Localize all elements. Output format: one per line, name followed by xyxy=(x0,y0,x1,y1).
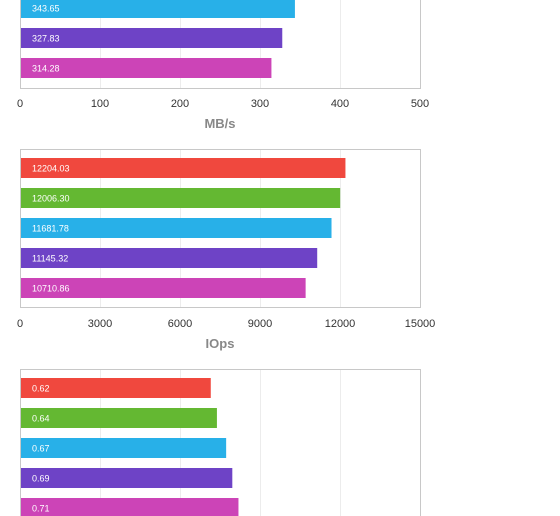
data-label: 327.83 xyxy=(32,34,60,44)
tick-label: 6000 xyxy=(168,318,192,330)
data-label: 12204.03 xyxy=(32,164,70,174)
tick-label: 12000 xyxy=(325,318,356,330)
tick-label: 500 xyxy=(411,98,429,110)
bar xyxy=(21,28,283,48)
tick-label: 300 xyxy=(251,98,269,110)
bar xyxy=(21,248,318,268)
tick-label: 9000 xyxy=(248,318,272,330)
chart-2: 12204.03 12006.30 11681.78 11145.32 10710.86… xyxy=(17,149,436,351)
tick-label: 15000 xyxy=(405,318,436,330)
tick-label: 200 xyxy=(171,98,189,110)
chart-1: 343.65 327.83 314.28 0 100 200 300 400 500 MB/s xyxy=(17,0,429,131)
chart-3: 0.62 0.64 0.67 0.69 0.71 xyxy=(20,369,421,516)
data-label: 11681.78 xyxy=(32,224,69,234)
bar xyxy=(21,438,227,458)
bar xyxy=(21,408,217,428)
x-axis-title: MB/s xyxy=(204,116,235,131)
data-label: 314.28 xyxy=(32,64,60,74)
data-label: 0.67 xyxy=(32,444,50,454)
tick-label: 400 xyxy=(331,98,349,110)
bar xyxy=(21,58,272,78)
bar xyxy=(21,468,233,488)
data-label: 0.69 xyxy=(32,474,50,484)
data-label: 11145.32 xyxy=(32,254,68,264)
bar xyxy=(21,278,306,298)
tick-label: 3000 xyxy=(88,318,112,330)
data-label: 343.65 xyxy=(32,4,60,14)
data-label: 10710.86 xyxy=(32,284,70,294)
bar xyxy=(21,218,332,238)
tick-label: 100 xyxy=(91,98,109,110)
data-label: 0.64 xyxy=(32,414,50,424)
bar xyxy=(21,378,211,398)
tick-label: 0 xyxy=(17,98,23,110)
bar xyxy=(21,498,239,516)
bar xyxy=(21,0,295,18)
bar xyxy=(21,158,346,178)
data-label: 0.62 xyxy=(32,384,50,394)
bar xyxy=(21,188,341,208)
tick-label: 0 xyxy=(17,318,23,330)
data-label: 12006.30 xyxy=(32,194,70,204)
x-axis-title: IOps xyxy=(206,336,235,351)
data-label: 0.71 xyxy=(32,504,50,514)
